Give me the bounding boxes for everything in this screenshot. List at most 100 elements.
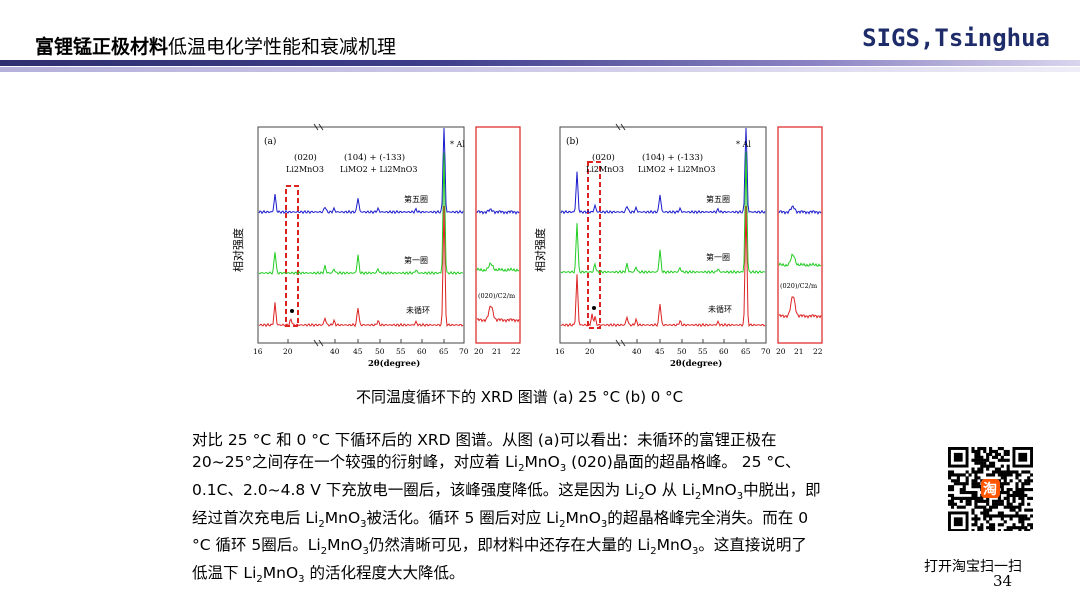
qr-module (974, 461, 978, 465)
qr-module (1018, 502, 1022, 506)
qr-module (977, 461, 981, 465)
qr-module (1003, 514, 1007, 518)
inset-x-tick-label: 21 (492, 347, 502, 356)
subscript: 2 (318, 518, 325, 530)
qr-module (950, 473, 955, 477)
x-tick-label: 60 (417, 347, 427, 356)
qr-module (1015, 493, 1019, 498)
qr-module (971, 485, 975, 489)
qr-module (991, 499, 996, 503)
curve-label-1st: 第一圈 (404, 255, 428, 265)
qr-module (1015, 490, 1019, 495)
x-tick-label: 70 (459, 347, 469, 356)
qr-module (986, 502, 990, 506)
qr-module (948, 476, 952, 480)
qr-module (1003, 482, 1007, 486)
qr-module (1006, 452, 1010, 456)
qr-module (977, 529, 981, 531)
qr-module (1015, 514, 1019, 518)
slide-title-rest: 低温电化学性能和衰减机理 (168, 36, 397, 58)
qr-module (1018, 473, 1022, 477)
axis-break-bottom (615, 339, 626, 347)
qr-module (1018, 496, 1022, 500)
qr-module (1021, 493, 1025, 498)
subscript: 2 (559, 518, 566, 530)
qr-module (974, 485, 978, 489)
qr-module (1024, 470, 1028, 474)
taobao-logo-text: 淘 (983, 481, 997, 498)
qr-module (1006, 496, 1010, 500)
qr-module (948, 473, 952, 477)
qr-module (1021, 485, 1025, 489)
x-tick-label: 70 (761, 347, 771, 356)
qr-module (991, 502, 996, 506)
qr-module (1012, 496, 1016, 500)
main-plot-frame (257, 126, 465, 344)
qr-module (974, 493, 978, 498)
qr-module (1012, 499, 1016, 503)
qr-module (971, 523, 975, 527)
qr-module (950, 485, 955, 489)
panel-label: (b) (566, 136, 579, 147)
qr-module (1003, 529, 1007, 531)
qr-module (1009, 529, 1013, 531)
curve-5th-cycle (560, 127, 766, 215)
x-tick-label: 60 (719, 347, 729, 356)
qr-module (1015, 482, 1019, 486)
qr-module (1000, 482, 1004, 486)
qr-module (1015, 476, 1019, 480)
qr-module (956, 482, 960, 486)
qr-module (1003, 520, 1007, 524)
qr-module (989, 449, 993, 454)
qr-module (965, 470, 969, 474)
qr-module (1009, 505, 1013, 509)
inset-curves-a (476, 208, 520, 323)
qr-module (974, 473, 978, 477)
x-tick-label: 40 (330, 347, 340, 356)
al-label: * Al (450, 140, 465, 149)
qr-module (1000, 485, 1004, 489)
qr-module (971, 482, 975, 486)
qr-module (989, 514, 993, 518)
text-run: MnO (324, 508, 361, 527)
qr-module (974, 452, 978, 456)
qr-module (997, 467, 1001, 471)
qr-module (971, 449, 975, 454)
qr-module (953, 479, 957, 483)
qr-module (1015, 485, 1019, 489)
qr-module (989, 508, 993, 512)
qr-module (986, 464, 990, 468)
qr-module (959, 473, 963, 477)
qr-code[interactable]: 淘 (948, 447, 1033, 531)
qr-module (983, 517, 987, 521)
qr-module (986, 526, 990, 530)
qr-module (971, 493, 975, 498)
qr-module (956, 479, 960, 483)
qr-module (1000, 488, 1004, 492)
x-tick-label: 40 (632, 347, 642, 356)
qr-module (991, 449, 996, 454)
axis-break-top (615, 123, 626, 131)
qr-module (1009, 488, 1013, 492)
qr-module (968, 473, 972, 477)
subscript: 3 (559, 462, 567, 474)
text-run: (020)晶面的超晶格峰。 25 °C、 (566, 452, 801, 471)
qr-module (950, 499, 955, 503)
text-run: 的活化程度大大降低。 (304, 564, 465, 583)
qr-module (986, 467, 990, 471)
qr-module (959, 499, 963, 503)
qr-module (1015, 488, 1019, 492)
qr-module (991, 461, 996, 465)
qr-module (1030, 479, 1033, 483)
qr-module (962, 490, 966, 495)
qr-module (977, 505, 981, 509)
qr-module (994, 449, 999, 454)
qr-module (965, 496, 969, 500)
qr-module (1009, 479, 1013, 483)
qr-module (956, 473, 960, 477)
qr-module (1012, 505, 1016, 509)
qr-module (983, 508, 987, 512)
qr-module (1018, 488, 1022, 492)
peak-104-compound: LiMO2 + Li2MnO3 (340, 165, 417, 174)
qr-module (1006, 449, 1010, 454)
